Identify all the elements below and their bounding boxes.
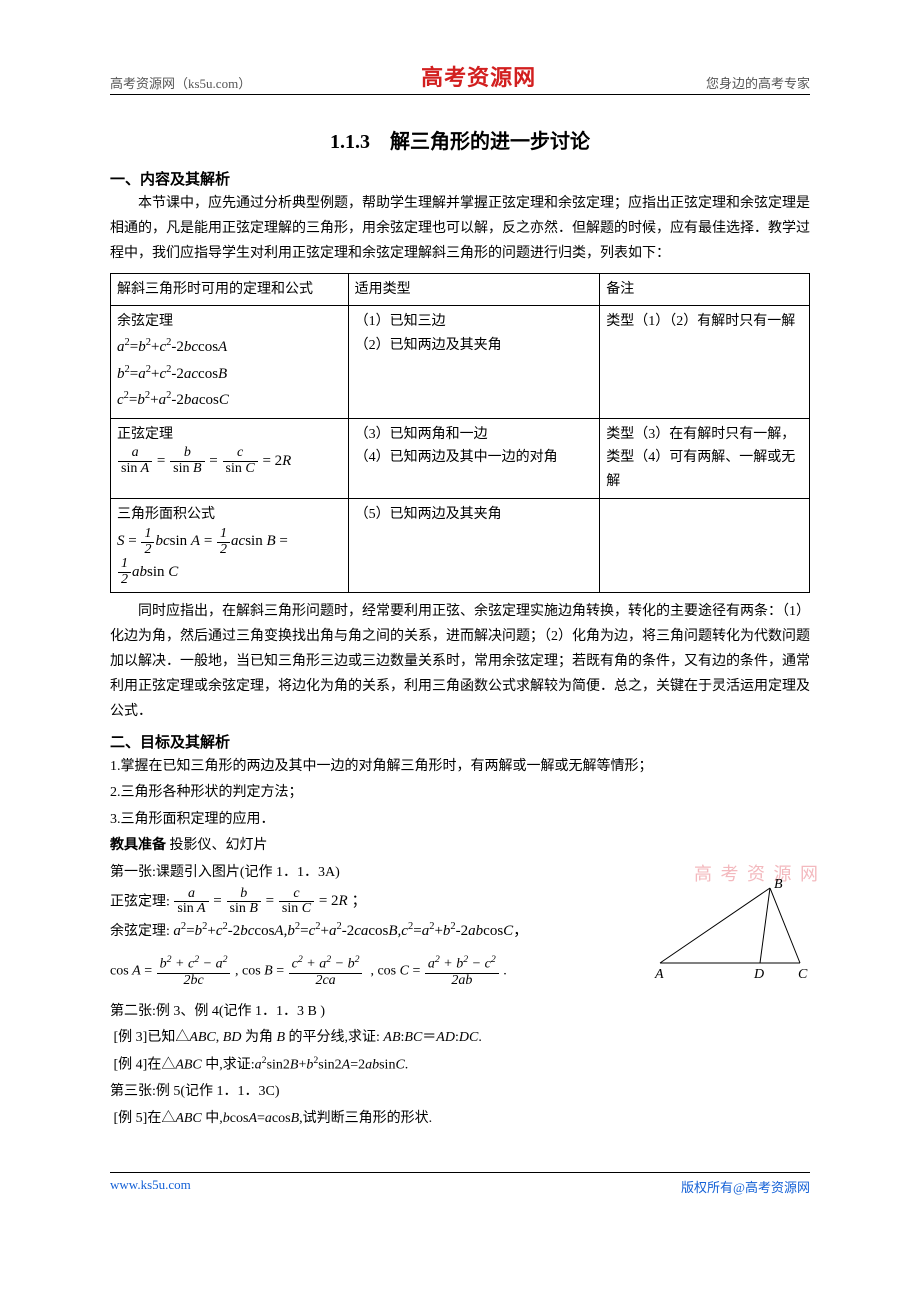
cosine-law-inline: a2=b2+c2-2bccosA,b2=c2+a2-2cacosB,c2=a2+…: [173, 923, 528, 939]
prep-text: 投影仪、幻灯片: [170, 838, 268, 853]
cell-sine-note: 类型（3）在有解时只有一解，类型（4）可有两解、一解或无解: [600, 418, 810, 498]
slide-2: 第二张:例 3、例 4(记作 1．1．3 B ): [110, 999, 810, 1026]
table-row: 余弦定理 a2=b2+c2-2bccosA b2=a2+c2-2accosB c…: [111, 306, 810, 418]
section-1-heading: 一、内容及其解析: [110, 168, 810, 189]
cell-area-formula: 三角形面积公式 S = 12bcsin A = 12acsin B = 12ab…: [111, 499, 349, 593]
goal-1: 1.掌握在已知三角形的两边及其中一边的对角解三角形时，有两解或一解或无解等情形；: [110, 754, 810, 781]
section-1-after: 同时应指出，在解斜三角形问题时，经常要利用正弦、余弦定理实施边角转换，转化的主要…: [110, 599, 810, 725]
area-formula-title: 三角形面积公式: [117, 507, 215, 522]
prep-line: 教具准备 投影仪、幻灯片: [110, 833, 810, 860]
area-formula: S = 12bcsin A = 12acsin B = 12absin C: [117, 533, 288, 579]
cosine-eq-c: c2=b2+a2-2bacosC: [117, 392, 229, 408]
cell-sine-type: （3）已知两角和一边 （4）已知两边及其中一边的对角: [348, 418, 600, 498]
triangle-diagram: A B C D: [650, 878, 810, 988]
theorem-table: 解斜三角形时可用的定理和公式 适用类型 备注 余弦定理 a2=b2+c2-2bc…: [110, 273, 810, 593]
table-header-row: 解斜三角形时可用的定理和公式 适用类型 备注: [111, 273, 810, 306]
page-root: 高考资源网（ks5u.com） 高考资源网 您身边的高考专家 1.1.3 解三角…: [0, 0, 920, 1236]
tri-label-c: C: [798, 967, 808, 982]
example-3: [例 3]已知△ABC, BD 为角 B 的平分线,求证: AB:BC＝AD:D…: [110, 1025, 810, 1052]
th-col3: 备注: [600, 273, 810, 306]
cosine-eq-b: b2=a2+c2-2accosB: [117, 366, 227, 382]
cosine-eq-a: a2=b2+c2-2bccosA: [117, 339, 227, 355]
tri-label-d: D: [753, 967, 764, 982]
prep-label: 教具准备: [110, 838, 166, 853]
example-5: [例 5]在△ABC 中,bcosA=acosB,试判断三角形的形状.: [110, 1106, 810, 1133]
type-1: （1）已知三边: [355, 314, 446, 329]
type-2: （2）已知两边及其夹角: [355, 338, 502, 353]
header-right: 您身边的高考专家: [706, 73, 810, 92]
th-col1: 解斜三角形时可用的定理和公式: [111, 273, 349, 306]
triangle-svg: A B C D: [650, 878, 810, 983]
at-icon: @: [733, 1180, 745, 1195]
cosine-law-label: 余弦定理:: [110, 924, 170, 939]
tri-label-b: B: [774, 878, 783, 892]
goal-3: 3.三角形面积定理的应用．: [110, 807, 810, 834]
footer-right-suffix: 高考资源网: [745, 1180, 810, 1195]
footer-right-prefix: 版权所有: [681, 1180, 733, 1195]
sine-law-inline: asin A = bsin B = csin C = 2R ；: [173, 893, 366, 909]
cell-cosine-type: （1）已知三边 （2）已知两边及其夹角: [348, 306, 600, 418]
header-left: 高考资源网（ks5u.com）: [110, 73, 251, 92]
page-header: 高考资源网（ks5u.com） 高考资源网 您身边的高考专家: [110, 60, 810, 95]
cosine-law-title: 余弦定理: [117, 314, 173, 329]
cell-cosine-law: 余弦定理 a2=b2+c2-2bccosA b2=a2+c2-2accosB c…: [111, 306, 349, 418]
sine-law-title: 正弦定理: [117, 427, 173, 442]
table-row: 三角形面积公式 S = 12bcsin A = 12acsin B = 12ab…: [111, 499, 810, 593]
type-4: （4）已知两边及其中一边的对角: [355, 450, 558, 465]
footer-copyright: 版权所有@高考资源网: [681, 1177, 810, 1196]
document-title: 1.1.3 解三角形的进一步讨论: [110, 125, 810, 154]
section-1-intro: 本节课中，应先通过分析典型例题，帮助学生理解并掌握正弦定理和余弦定理；应指出正弦…: [110, 191, 810, 267]
goal-2: 2.三角形各种形状的判定方法；: [110, 780, 810, 807]
footer-url: www.ks5u.com: [110, 1177, 191, 1196]
header-brand: 高考资源网: [421, 60, 536, 92]
slide-3: 第三张:例 5(记作 1．1．3C): [110, 1079, 810, 1106]
sine-law-formula: asin A = bsin B = csin C = 2R: [117, 453, 291, 469]
example-4: [例 4]在△ABC 中,求证:a2sin2B+b2sin2A=2absinC.: [110, 1052, 810, 1079]
table-row: 正弦定理 asin A = bsin B = csin C = 2R （3）已知…: [111, 418, 810, 498]
type-5: （5）已知两边及其夹角: [355, 507, 502, 522]
page-footer: www.ks5u.com 版权所有@高考资源网: [110, 1172, 810, 1196]
cell-sine-law: 正弦定理 asin A = bsin B = csin C = 2R: [111, 418, 349, 498]
type-3: （3）已知两角和一边: [355, 427, 488, 442]
cell-area-note: [600, 499, 810, 593]
tri-label-a: A: [654, 967, 664, 982]
th-col2: 适用类型: [348, 273, 600, 306]
cell-area-type: （5）已知两边及其夹角: [348, 499, 600, 593]
cell-cosine-note: 类型（1）（2）有解时只有一解: [600, 306, 810, 418]
sine-law-label: 正弦定理:: [110, 894, 170, 909]
section-2-heading: 二、目标及其解析: [110, 731, 810, 752]
